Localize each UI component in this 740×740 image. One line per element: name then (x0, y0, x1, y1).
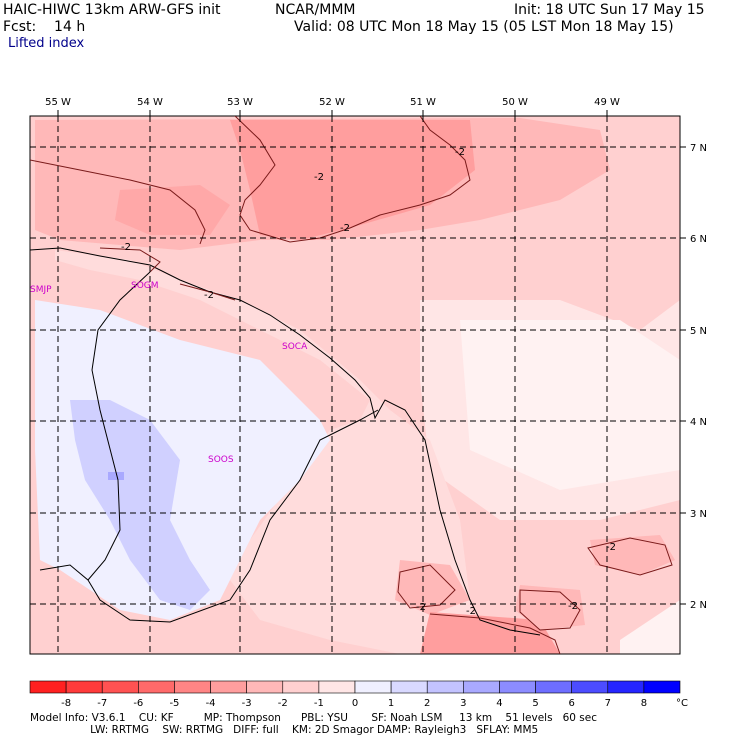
colorbar-swatch (318, 680, 356, 694)
colorbar-swatch (29, 680, 67, 694)
colorbar-tick-label: -5 (169, 698, 179, 709)
colorbar-swatch (571, 680, 609, 694)
colorbar-tick-label: -2 (278, 698, 288, 709)
colorbar-tick-label: 2 (424, 698, 430, 709)
contour-label: -2 (466, 606, 476, 617)
lat-label: 2 N (690, 600, 707, 611)
lat-label: 6 N (690, 234, 707, 245)
colorbar-tick-label: 4 (496, 698, 502, 709)
station-label: SOOS (208, 455, 234, 465)
lon-label: 55 W (45, 97, 71, 108)
colorbar: -8 -7 -6 -5 -4 -3 -2 -1 0 1 2 3 4 5 6 7 8 °C (29, 680, 688, 709)
lat-label: 3 N (690, 509, 707, 520)
contour-label: -2 (204, 290, 214, 301)
valid-time: Valid: 08 UTC Mon 18 May 15 (05 LST Mon … (294, 19, 674, 35)
org-label: NCAR/MMM (275, 2, 356, 18)
contour-label: -2 (121, 242, 131, 253)
model-title: HAIC-HIWC 13km ARW-GFS init (3, 2, 221, 18)
contour-lines (30, 116, 673, 654)
colorbar-swatch (101, 680, 139, 694)
lon-label: 50 W (502, 97, 528, 108)
colorbar-swatch (607, 680, 645, 694)
forecast-hour: Fcst: 14 h (3, 19, 86, 35)
axis-ticks (57, 110, 686, 605)
colorbar-tick-label: -7 (97, 698, 107, 709)
coastline-borders (30, 247, 541, 636)
colorbar-tick-label: -3 (242, 698, 252, 709)
colorbar-swatch (210, 680, 247, 694)
colorbar-swatch (499, 680, 536, 694)
lon-label: 51 W (410, 97, 436, 108)
colorbar-swatch (246, 680, 284, 694)
colorbar-tick-label: 0 (352, 698, 358, 709)
init-time: Init: 18 UTC Sun 17 May 15 (514, 2, 705, 18)
colorbar-tick-label: 8 (641, 698, 647, 709)
field-name: Lifted index (8, 36, 85, 51)
colorbar-swatch (65, 680, 103, 694)
contour-label: -2 (314, 172, 324, 183)
colorbar-tick-label: -6 (133, 698, 143, 709)
lat-label: 7 N (690, 143, 707, 154)
colorbar-swatch (282, 680, 320, 694)
colorbar-swatch (426, 680, 464, 694)
colorbar-swatch (535, 680, 572, 694)
colorbar-swatch (354, 680, 392, 694)
station-label: SOCA (282, 342, 308, 352)
li-fill-layer (30, 116, 680, 654)
map-frame (29, 115, 681, 655)
lon-label: 49 W (594, 97, 620, 108)
station-label: SMJP (30, 285, 52, 295)
colorbar-tick-label: 5 (532, 698, 538, 709)
colorbar-swatch (138, 680, 175, 694)
contour-label: -2 (340, 223, 350, 234)
contour-value-labels: -2 -2 -2 -2 -2 -2 -2 -2 -2 (121, 147, 616, 617)
colorbar-tick-label: 7 (605, 698, 611, 709)
colorbar-swatch (463, 680, 500, 694)
colorbar-swatch (174, 680, 211, 694)
colorbar-unit: °C (676, 698, 688, 709)
lat-label: 5 N (690, 326, 707, 337)
colorbar-swatch (390, 680, 428, 694)
colorbar-tick-label: 3 (460, 698, 466, 709)
model-info-line1: Model Info: V3.6.1 CU: KF MP: Thompson P… (30, 712, 597, 724)
lon-label: 54 W (137, 97, 163, 108)
colorbar-tick-label: 6 (568, 698, 574, 709)
contour-label: -2 (606, 542, 616, 553)
contour-label: -2 (416, 602, 426, 613)
contour-label: -2 (455, 147, 465, 158)
colorbar-tick-label: -8 (61, 698, 71, 709)
colorbar-tick-label: -1 (314, 698, 324, 709)
lon-label: 53 W (227, 97, 253, 108)
contour-label: -2 (568, 601, 578, 612)
colorbar-tick-label: -4 (206, 698, 216, 709)
model-info-line2: LW: RRTMG SW: RRTMG DIFF: full KM: 2D Sm… (30, 724, 539, 736)
station-label: SOGM (131, 281, 159, 291)
lat-label: 4 N (690, 417, 707, 428)
colorbar-tick-label: 1 (388, 698, 394, 709)
colorbar-swatch (643, 680, 681, 694)
graticule (30, 116, 680, 654)
lon-label: 52 W (319, 97, 345, 108)
